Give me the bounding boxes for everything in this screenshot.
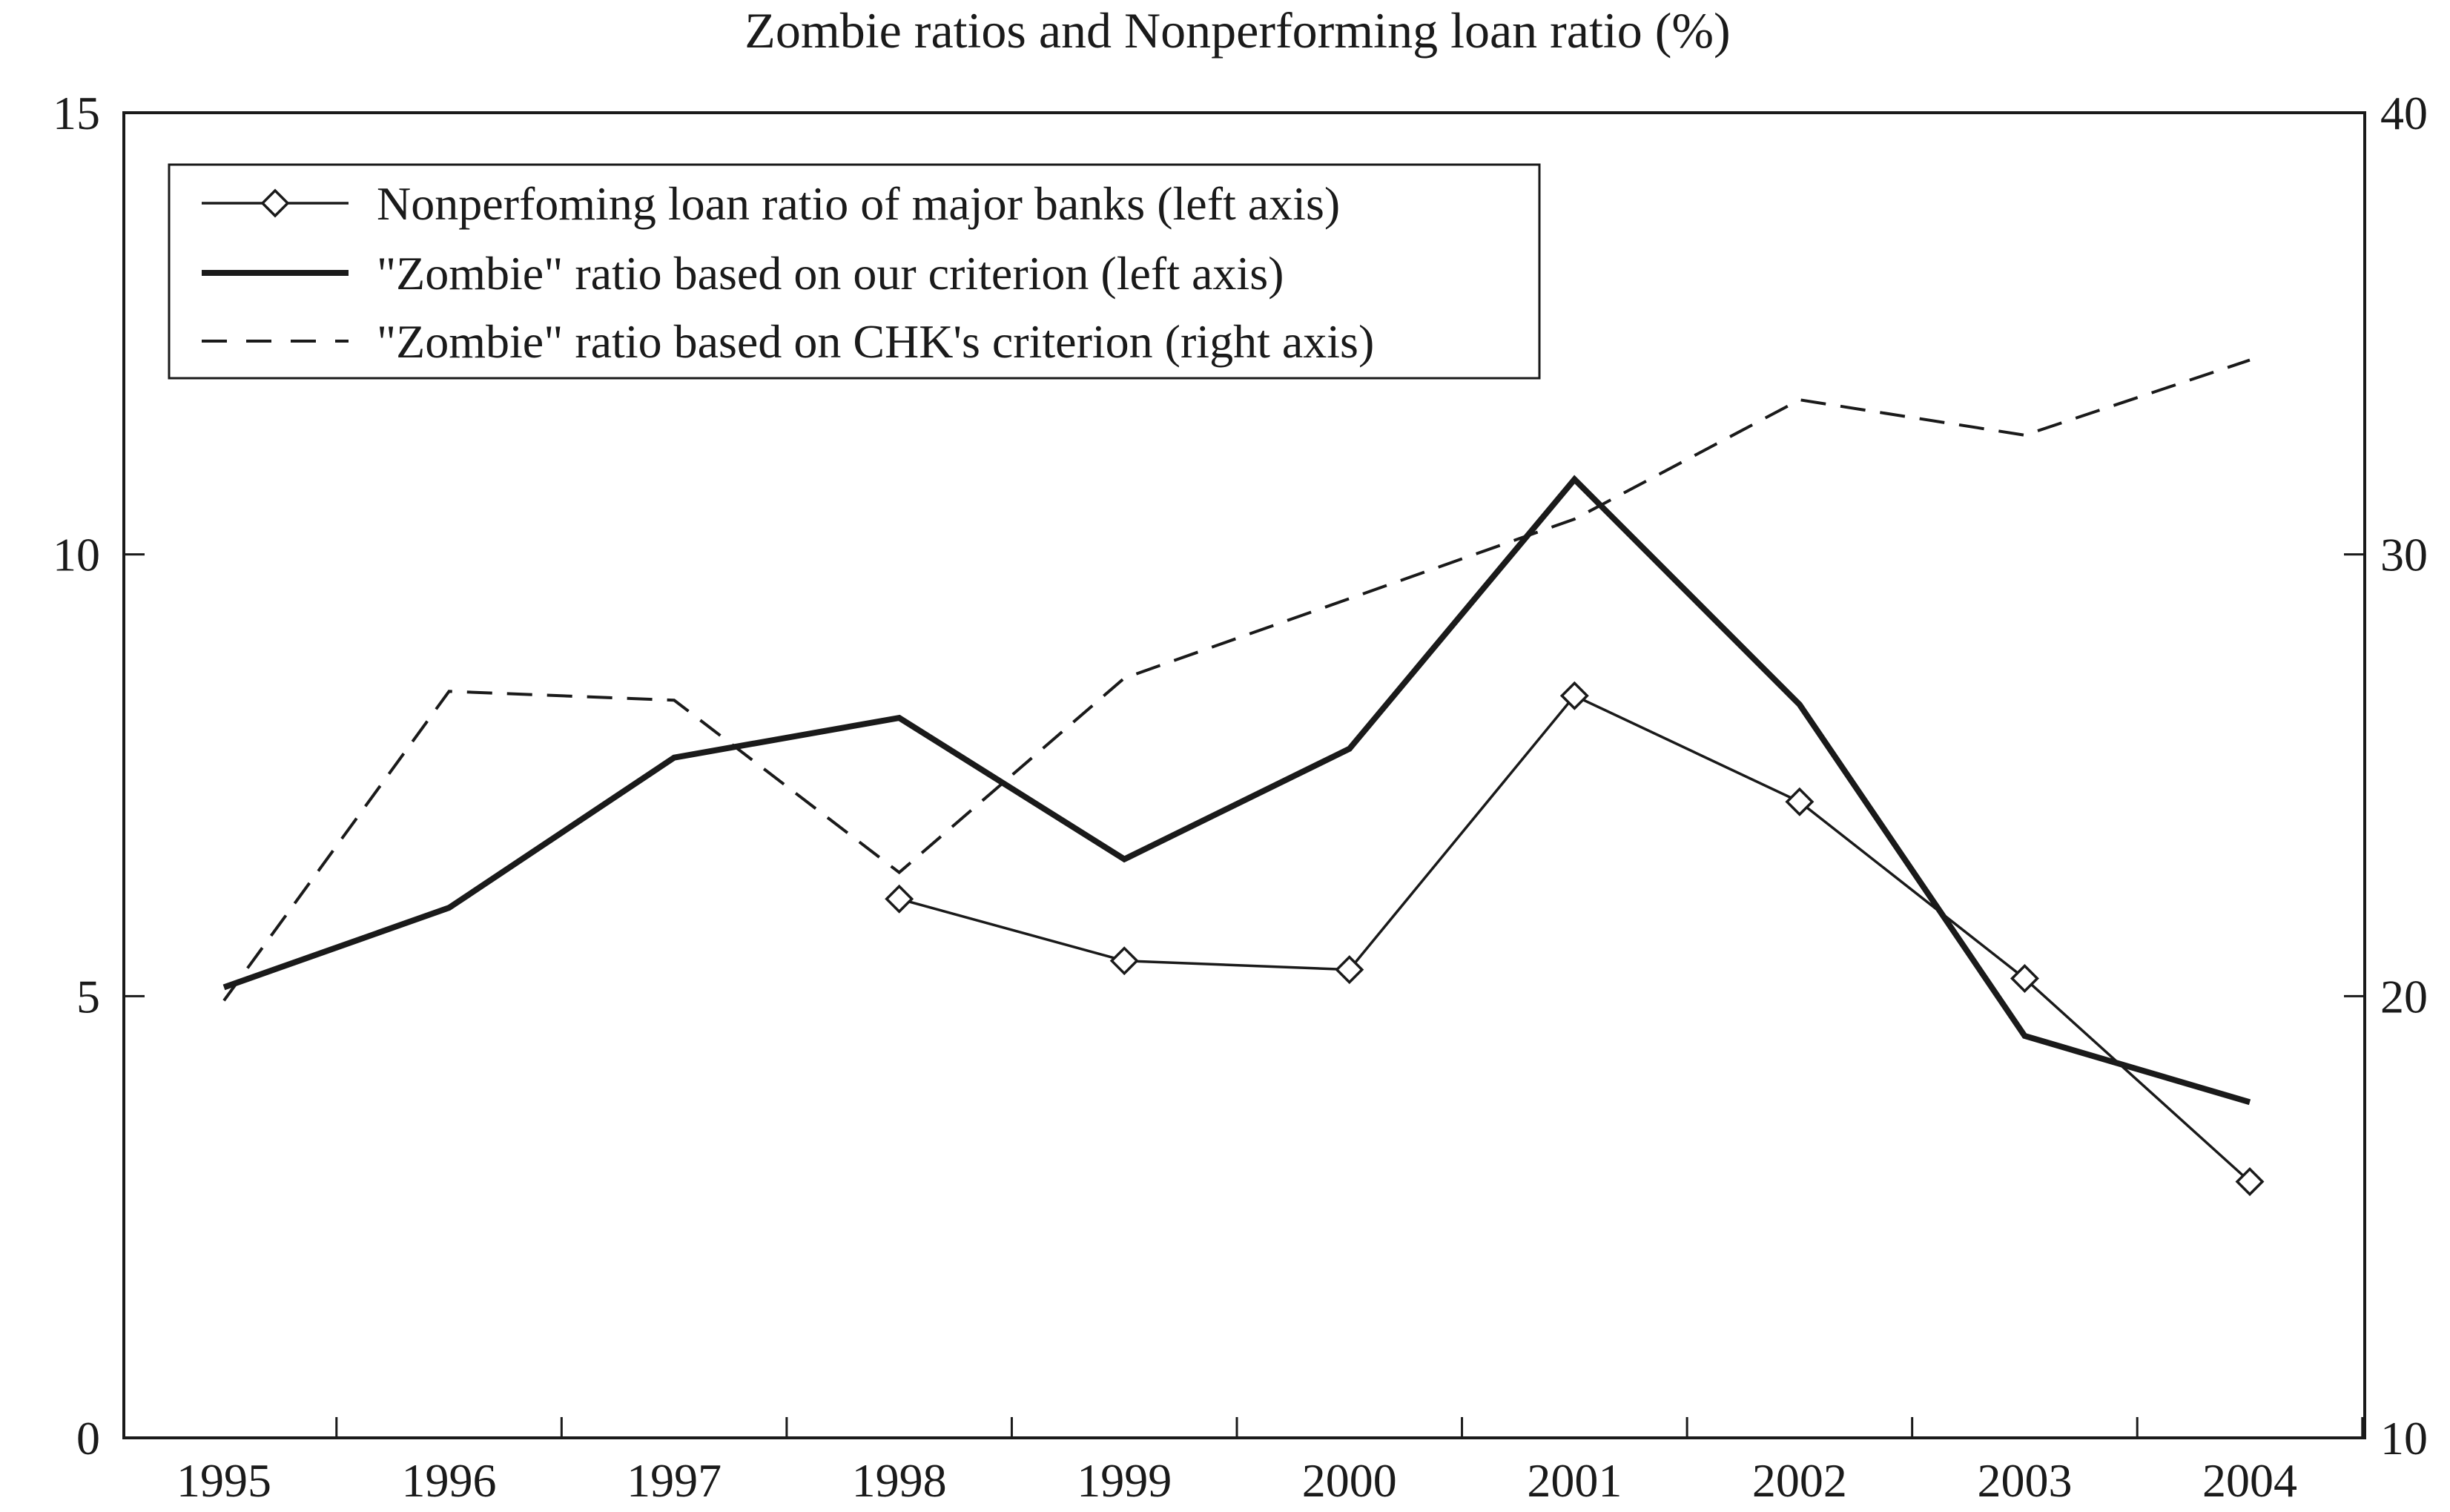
axis-ticks: 1995 1996 1997 1998 1999 2000 2001 2002 2003 2004… bbox=[53, 87, 2428, 1507]
x-tick-label: 1997 bbox=[627, 1454, 722, 1507]
data-point-marker bbox=[2235, 1167, 2265, 1196]
data-point-marker bbox=[885, 884, 914, 914]
series-line-2 bbox=[222, 358, 2251, 1002]
y-tick-label: 5 bbox=[76, 970, 100, 1023]
series-line-1 bbox=[222, 475, 2251, 1106]
y2-tick-label: 30 bbox=[2380, 529, 2428, 581]
x-tick-label: 2004 bbox=[2202, 1454, 2297, 1507]
x-tick-label: 1998 bbox=[852, 1454, 947, 1507]
data-point-marker bbox=[1559, 681, 1589, 710]
legend: Nonperfoming loan ratio of major banks (… bbox=[168, 163, 1541, 380]
x-tick-label: 2000 bbox=[1302, 1454, 1397, 1507]
legend-label: "Zombie" ratio based on CHK's criterion … bbox=[377, 315, 1374, 368]
x-tick-label: 2002 bbox=[1752, 1454, 1847, 1507]
legend-marker bbox=[260, 188, 290, 218]
legend-box bbox=[168, 163, 1541, 380]
y2-tick-label: 20 bbox=[2380, 970, 2428, 1023]
y-tick-label: 15 bbox=[53, 87, 100, 139]
data-point-marker bbox=[1109, 946, 1139, 976]
y2-tick-label: 10 bbox=[2380, 1412, 2428, 1465]
x-tick-label: 1996 bbox=[402, 1454, 497, 1507]
legend-label: Nonperfoming loan ratio of major banks (… bbox=[377, 177, 1340, 230]
y-tick-label: 0 bbox=[76, 1412, 100, 1465]
plot-area bbox=[122, 111, 2366, 1439]
x-tick-label: 1999 bbox=[1077, 1454, 1172, 1507]
series-lines bbox=[222, 358, 2265, 1196]
data-point-marker bbox=[2010, 964, 2039, 993]
x-tick-label: 2003 bbox=[1977, 1454, 2072, 1507]
chart-title: Zombie ratios and Nonperforming loan rat… bbox=[744, 2, 1730, 59]
y-tick-label: 10 bbox=[53, 529, 100, 581]
series-line-0 bbox=[899, 694, 2251, 1183]
data-point-marker bbox=[1785, 787, 1815, 816]
legend-label: "Zombie" ratio based on our criterion (l… bbox=[377, 247, 1284, 300]
x-tick-label: 2001 bbox=[1527, 1454, 1622, 1507]
x-tick-label: 1995 bbox=[176, 1454, 271, 1507]
data-point-marker bbox=[1335, 955, 1364, 985]
y2-tick-label: 40 bbox=[2380, 87, 2428, 139]
